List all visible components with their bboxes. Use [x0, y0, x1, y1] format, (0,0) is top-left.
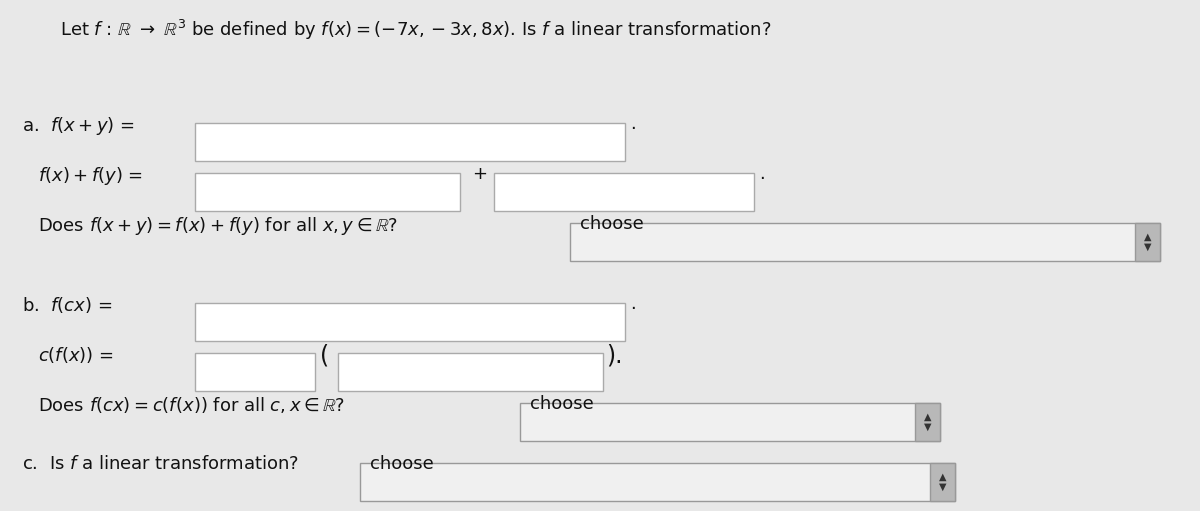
Text: choose: choose: [370, 455, 433, 473]
Text: $f(x)+f(y)$ =: $f(x)+f(y)$ =: [38, 165, 143, 187]
FancyBboxPatch shape: [494, 173, 754, 211]
FancyBboxPatch shape: [916, 403, 940, 441]
FancyBboxPatch shape: [194, 353, 314, 391]
FancyBboxPatch shape: [570, 223, 1160, 261]
FancyBboxPatch shape: [194, 303, 625, 341]
Text: +: +: [472, 165, 487, 183]
FancyBboxPatch shape: [930, 463, 955, 501]
Text: Let $f$ : $\mathbb{R}$ $\to$ $\mathbb{R}^3$ be defined by $f(x) = (-7x, -3x, 8x): Let $f$ : $\mathbb{R}$ $\to$ $\mathbb{R}…: [60, 18, 772, 42]
FancyBboxPatch shape: [194, 123, 625, 161]
Text: choose: choose: [530, 395, 594, 413]
FancyBboxPatch shape: [194, 173, 460, 211]
Text: choose: choose: [580, 215, 643, 233]
Text: a.  $f(x+y)$ =: a. $f(x+y)$ =: [22, 115, 134, 137]
Text: Does $f(cx) = c(f(x))$ for all $c, x \in \mathbb{R}$?: Does $f(cx) = c(f(x))$ for all $c, x \in…: [38, 395, 346, 415]
Text: ▲
▼: ▲ ▼: [924, 412, 931, 432]
Text: Does $f(x+y) = f(x)+f(y)$ for all $x, y \in \mathbb{R}$?: Does $f(x+y) = f(x)+f(y)$ for all $x, y …: [38, 215, 398, 237]
Text: c.  Is $f$ a linear transformation?: c. Is $f$ a linear transformation?: [22, 455, 299, 473]
FancyBboxPatch shape: [360, 463, 955, 501]
Text: .: .: [630, 295, 636, 313]
Text: .: .: [630, 115, 636, 133]
Text: ▲
▼: ▲ ▼: [1144, 232, 1151, 252]
Text: ▲
▼: ▲ ▼: [938, 472, 947, 492]
FancyBboxPatch shape: [338, 353, 604, 391]
Text: $c(f(x))$ =: $c(f(x))$ =: [38, 345, 114, 365]
Text: ).: ).: [606, 343, 623, 367]
FancyBboxPatch shape: [520, 403, 940, 441]
Text: b.  $f(cx)$ =: b. $f(cx)$ =: [22, 295, 113, 315]
Text: .: .: [760, 165, 764, 183]
Text: (: (: [320, 343, 329, 367]
FancyBboxPatch shape: [1135, 223, 1160, 261]
